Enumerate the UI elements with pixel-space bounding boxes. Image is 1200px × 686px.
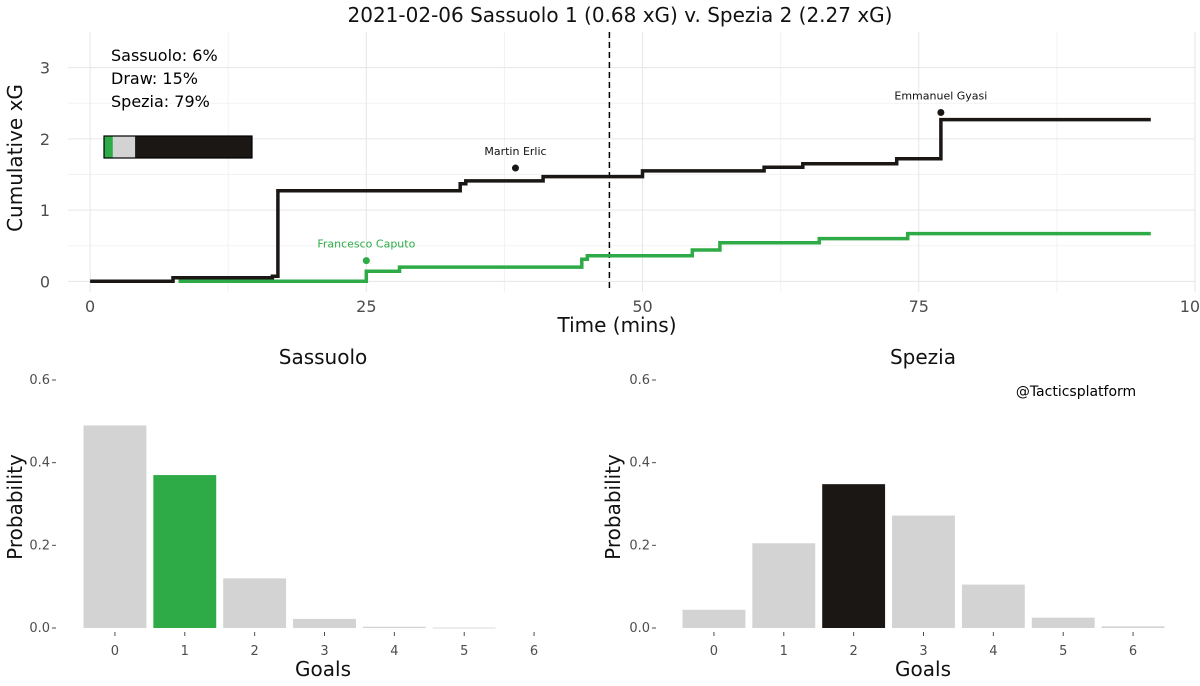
away-histogram-x-title: Goals [895, 657, 951, 681]
histogram-y-tick-label: 0.0 [29, 621, 50, 636]
away-histogram-y-title: Probability [601, 454, 625, 560]
xg-lines [90, 117, 1151, 284]
xg-y-tick-label: 2 [40, 130, 50, 149]
xg-line-spezia [90, 117, 1151, 284]
probability-segment-away [135, 136, 252, 158]
histogram-bar [83, 425, 147, 628]
histogram-bar [961, 584, 1025, 628]
histogram-bar [892, 515, 955, 628]
histogram-x-tick-label: 6 [530, 644, 538, 659]
home-histogram-title: Sassuolo [279, 345, 368, 369]
prob-label-away: Spezia: 79% [111, 92, 210, 111]
home-goals-histogram: Sassuolo 0.0 0.2 0.4 0.6 0 1 2 3 4 5 6 Goals Proba… [3, 345, 538, 681]
histogram-x-tick-label: 0 [710, 644, 718, 659]
xg-line-sassuolo [178, 231, 1151, 284]
probability-segment-home [104, 136, 113, 158]
histogram-bar [1031, 617, 1095, 628]
goal-markers: Francesco Caputo Martin Erlic Emmanuel Gya… [317, 89, 987, 265]
histogram-y-tick-label: 0.6 [629, 373, 650, 388]
histogram-x-tick-label: 1 [181, 644, 189, 659]
histogram-bar [682, 609, 746, 628]
histogram-x-tick-label: 4 [390, 644, 398, 659]
goal-scorer-label: Francesco Caputo [317, 238, 415, 251]
xg-x-tick-label: 75 [909, 297, 929, 316]
outcome-probabilities: Sassuolo: 6% Draw: 15% Spezia: 79% [103, 46, 253, 159]
histogram-bar [822, 484, 886, 628]
histogram-y-tick-label: 0.2 [629, 538, 650, 553]
goal-marker [511, 164, 519, 172]
xg-x-tick-label: 25 [356, 297, 376, 316]
histogram-x-tick-label: 1 [780, 644, 788, 659]
home-histogram-y-title: Probability [3, 454, 27, 560]
outcome-probability-bar [103, 135, 253, 159]
histogram-bar [1101, 626, 1165, 628]
xg-axis-ticks: 0 25 50 75 100 0 1 2 3 [40, 59, 1200, 316]
prob-label-draw: Draw: 15% [111, 69, 198, 88]
histogram-bar [293, 618, 356, 628]
xg-x-tick-label: 0 [85, 297, 95, 316]
histogram-y-tick-label: 0.4 [629, 456, 650, 471]
home-histogram-x-title: Goals [295, 657, 351, 681]
xg-y-axis-title: Cumulative xG [3, 84, 27, 232]
away-goals-histogram: Spezia 0.0 0.2 0.4 0.6 0 1 2 3 4 5 6 Goals Probabi… [601, 345, 1165, 681]
histogram-y-tick-label: 0.4 [29, 456, 50, 471]
histogram-bar [153, 475, 217, 628]
xg-y-tick-label: 1 [40, 201, 50, 220]
xg-timeline-chart: Francesco Caputo Martin Erlic Emmanuel Gya… [3, 32, 1200, 337]
goal-marker [937, 108, 945, 116]
xg-y-tick-label: 3 [40, 59, 50, 78]
xg-grid [68, 32, 1196, 292]
histogram-x-tick-label: 5 [460, 644, 468, 659]
xg-x-tick-label: 100 [1180, 297, 1200, 316]
histogram-x-tick-label: 5 [1059, 644, 1067, 659]
histogram-y-tick-label: 0.6 [29, 373, 50, 388]
histogram-x-tick-label: 6 [1129, 644, 1137, 659]
histogram-y-tick-label: 0.2 [29, 538, 50, 553]
histogram-bar [362, 626, 426, 628]
histogram-bar [223, 578, 287, 628]
goal-marker [362, 257, 370, 265]
prob-label-home: Sassuolo: 6% [111, 46, 218, 65]
histogram-y-tick-label: 0.0 [629, 621, 650, 636]
goal-scorer-label: Martin Erlic [484, 145, 546, 158]
figure-title: 2021-02-06 Sassuolo 1 (0.68 xG) v. Spezi… [348, 3, 893, 27]
xg-x-axis-title: Time (mins) [556, 313, 676, 337]
histogram-x-tick-label: 2 [850, 644, 858, 659]
histogram-bar [752, 543, 816, 628]
goal-scorer-label: Emmanuel Gyasi [894, 89, 987, 102]
probability-bar-frame [103, 135, 253, 159]
histogram-x-tick-label: 3 [320, 644, 328, 659]
credit-label: @Tacticsplatform [1016, 384, 1136, 400]
histogram-x-tick-label: 2 [251, 644, 259, 659]
xg-x-tick-label: 50 [632, 297, 652, 316]
away-histogram-title: Spezia [890, 345, 956, 369]
histogram-x-tick-label: 3 [919, 644, 927, 659]
histogram-x-tick-label: 4 [989, 644, 997, 659]
xg-y-tick-label: 0 [40, 272, 50, 291]
histogram-bar [432, 627, 496, 629]
probability-segment-draw [112, 136, 136, 158]
histogram-x-tick-label: 0 [111, 644, 119, 659]
